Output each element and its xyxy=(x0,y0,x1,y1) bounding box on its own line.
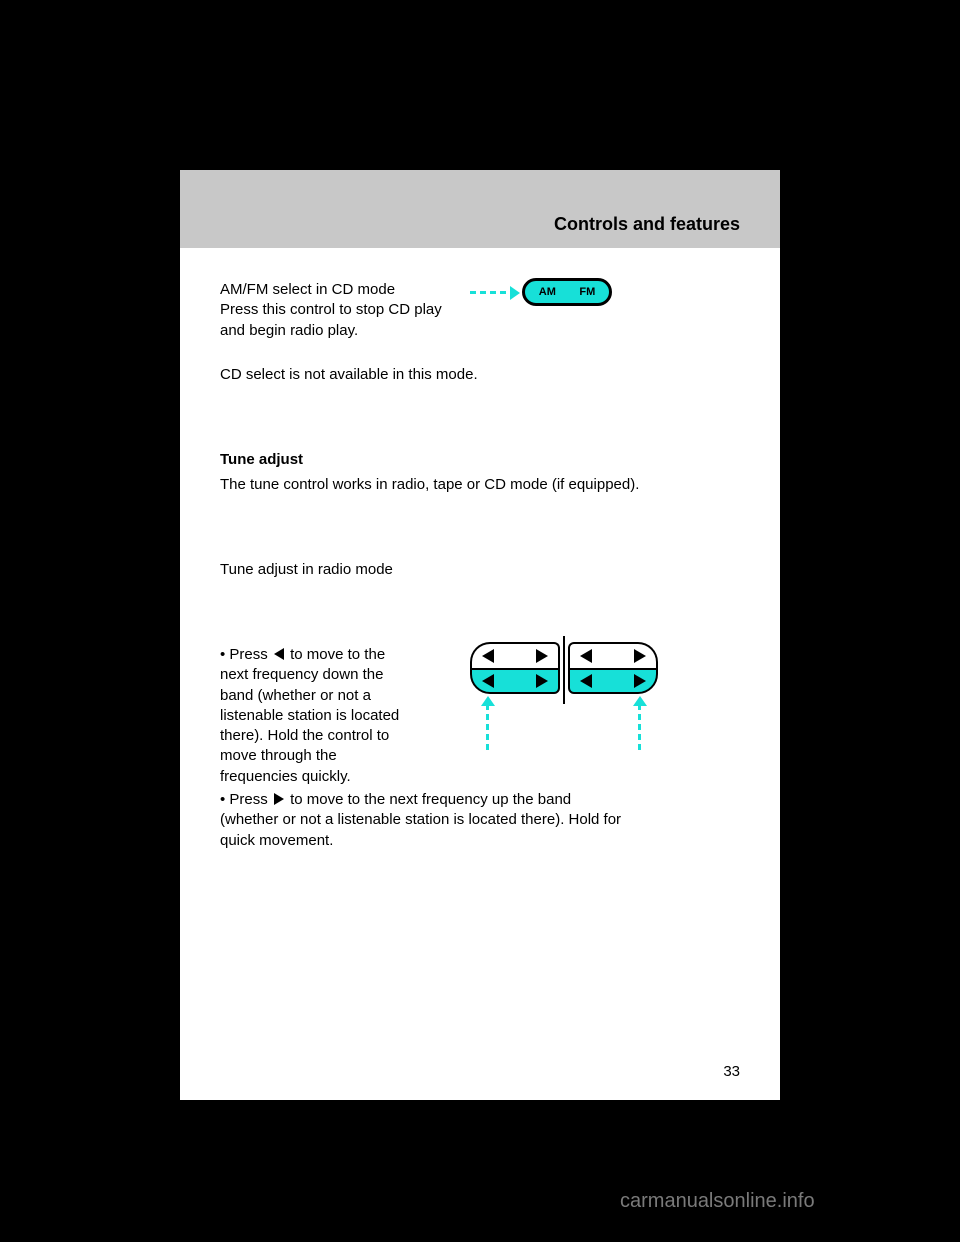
watermark: carmanualsonline.info xyxy=(620,1190,815,1213)
triangle-left-icon xyxy=(482,674,494,688)
tune-knob-left[interactable] xyxy=(470,642,560,698)
chevron-left-icon xyxy=(482,649,494,663)
b2a: Press xyxy=(229,791,267,808)
tune-bullet-2: • Press to move to the next frequency up… xyxy=(220,790,740,851)
tune-intro: The tune control works in radio, tape or… xyxy=(220,475,740,495)
amfm-button[interactable]: AM FM xyxy=(522,278,612,306)
b1b: to move to the next frequency down the b… xyxy=(220,646,399,785)
tune-heading: Tune adjust xyxy=(220,450,740,470)
chevron-right-icon xyxy=(536,649,548,663)
arrow-head-icon xyxy=(510,286,520,300)
b1a: Press xyxy=(229,646,267,663)
chevron-left-icon xyxy=(580,674,592,688)
knob-bot-left xyxy=(470,668,560,694)
knob-top-right xyxy=(568,642,658,668)
chevron-right-icon xyxy=(634,649,646,663)
page-number: 33 xyxy=(723,1063,740,1080)
triangle-left-icon xyxy=(274,648,284,660)
arrow-line-icon xyxy=(638,704,641,754)
amfm-desc-1: AM/FM select in CD mode Press this contr… xyxy=(220,280,460,341)
manual-page: Controls and features AM/FM select in CD… xyxy=(180,170,780,1100)
arrow-line-icon xyxy=(486,704,489,754)
fm-label: FM xyxy=(579,286,595,298)
amfm-figure: AM FM xyxy=(470,278,620,308)
arrow-head-icon xyxy=(481,696,495,706)
triangle-right-icon xyxy=(634,674,646,688)
amfm-desc-2: CD select is not available in this mode. xyxy=(220,365,740,385)
arrow-line-icon xyxy=(470,291,512,294)
amfm-line1: AM/FM select in CD mode xyxy=(220,281,395,298)
triangle-right-icon xyxy=(274,793,284,805)
tune-knob-right[interactable] xyxy=(568,642,658,698)
am-label: AM xyxy=(539,286,556,298)
tune-figure xyxy=(470,642,660,772)
knob-top-left xyxy=(470,642,560,668)
arrow-head-icon xyxy=(633,696,647,706)
tune-bullet-1: • Press to move to the next frequency do… xyxy=(220,645,460,787)
tune-radio-heading: Tune adjust in radio mode xyxy=(220,560,740,580)
amfm-line2: Press this control to stop CD play and b… xyxy=(220,301,442,338)
divider-line xyxy=(563,636,565,704)
chevron-right-icon xyxy=(536,674,548,688)
knob-bot-right xyxy=(568,668,658,694)
chevron-left-icon xyxy=(580,649,592,663)
page-title: Controls and features xyxy=(554,214,740,235)
header-bar: Controls and features xyxy=(180,170,780,248)
